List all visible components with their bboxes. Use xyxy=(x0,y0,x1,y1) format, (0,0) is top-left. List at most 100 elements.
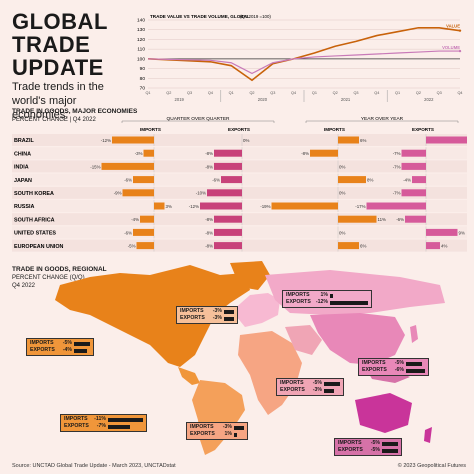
exports-row: EXPORTS -5% xyxy=(338,447,398,454)
bar-value-label: -6% xyxy=(396,217,404,222)
exports-row: EXPORTS 1% xyxy=(190,431,244,438)
exports-bar xyxy=(406,368,426,373)
exports-bar xyxy=(74,348,87,353)
imports-label: IMPORTS xyxy=(180,308,204,314)
exports-value: -12% xyxy=(315,299,328,305)
exports-label: EXPORTS xyxy=(286,299,311,305)
imports-row: IMPORTS -5% xyxy=(362,360,425,367)
region-box-north-america: IMPORTS -5% EXPORTS -4% xyxy=(26,338,94,356)
imports-bar xyxy=(382,441,398,446)
bar xyxy=(101,162,154,170)
column-label: EXPORTS xyxy=(228,127,250,132)
y-tick-label: 80 xyxy=(140,76,146,82)
section-subtitle: PERCENT CHANGE (Q/Q) xyxy=(12,275,85,281)
bar-value-label: -8% xyxy=(205,217,213,222)
x-tick-label: Q4 xyxy=(457,91,462,95)
exports-label: EXPORTS xyxy=(30,347,55,353)
x-tick-label: Q1 xyxy=(312,91,317,95)
category-label: BRAZIL xyxy=(14,138,34,144)
section-title: TRADE IN GOODS, MAJOR ECONOMIES xyxy=(12,108,138,115)
region-box-africa: IMPORTS -3% EXPORTS 1% xyxy=(186,422,248,440)
imports-value: -5% xyxy=(370,440,380,446)
category-label: CHINA xyxy=(14,151,31,157)
imports-value: -3% xyxy=(212,308,222,314)
bar xyxy=(154,202,165,210)
exports-value: 1% xyxy=(224,431,233,437)
year-label: 2020 xyxy=(258,97,268,102)
bar-value-label: 0% xyxy=(339,191,345,196)
x-tick-label: Q4 xyxy=(291,91,296,95)
bar-value-label: 6% xyxy=(360,244,366,249)
imports-bar xyxy=(324,381,340,386)
title-line: UPDATE xyxy=(12,55,104,80)
bar-value-label: -6% xyxy=(124,178,132,183)
line-chart-subtitle: (Q1 2019 =100) xyxy=(240,14,271,19)
major-economies-bar-chart: QUARTER OVER QUARTER YEAR OVER YEAR IMPORT… xyxy=(12,116,467,252)
column-label: EXPORTS xyxy=(412,127,434,132)
region-box-oceania: IMPORTS -5% EXPORTS -5% xyxy=(334,438,402,456)
y-tick-label: 110 xyxy=(137,47,145,53)
exports-label: EXPORTS xyxy=(190,431,215,437)
bar-value-label: -8% xyxy=(301,151,309,156)
bar xyxy=(405,215,426,223)
section-subtitle: PERCENT CHANGE | Q4 2022 xyxy=(12,117,96,123)
bar xyxy=(412,176,426,184)
exports-label: EXPORTS xyxy=(338,447,363,453)
bar-value-label: -7% xyxy=(393,191,401,196)
exports-value: -3% xyxy=(312,387,322,393)
regional-heading: TRADE IN GOODS, REGIONAL PERCENT CHANGE … xyxy=(12,266,107,290)
section-subtitle: Q4 2022 xyxy=(12,283,36,289)
bar xyxy=(214,162,242,170)
exports-label: EXPORTS xyxy=(280,387,305,393)
bar xyxy=(426,242,440,250)
bar-value-label: 8% xyxy=(367,178,373,183)
imports-bar xyxy=(330,293,334,298)
imports-row: IMPORTS -5% xyxy=(280,380,340,387)
region-box-east-asia: IMPORTS -5% EXPORTS -6% xyxy=(358,358,430,376)
x-tick-label: Q1 xyxy=(229,91,234,95)
year-label: 2022 xyxy=(424,97,434,102)
y-tick-label: 100 xyxy=(137,56,145,62)
imports-row: IMPORTS -5% xyxy=(338,440,398,447)
bar-value-label: -12% xyxy=(101,138,111,143)
imports-bar xyxy=(74,341,90,346)
bar-value-label: 4% xyxy=(441,244,447,249)
europe-shape xyxy=(232,293,280,327)
bar-value-label: -19% xyxy=(260,204,270,209)
bar-value-label: -8% xyxy=(205,244,213,249)
year-label: 2019 xyxy=(175,97,185,102)
exports-row: EXPORTS -7% xyxy=(64,423,143,430)
imports-bar xyxy=(406,361,422,366)
exports-bar xyxy=(324,388,334,393)
panel-label: QUARTER OVER QUARTER xyxy=(167,116,231,122)
region-box-cis: IMPORTS 1% EXPORTS -12% xyxy=(282,290,373,308)
y-tick-label: 70 xyxy=(140,86,146,92)
bar-value-label: -6% xyxy=(124,230,132,235)
y-tick-label: 130 xyxy=(137,27,145,33)
bar-value-label: -4% xyxy=(403,178,411,183)
middle-east-shape xyxy=(285,325,322,355)
x-tick-label: Q3 xyxy=(437,91,442,95)
table-row xyxy=(12,134,467,146)
north-america-shape xyxy=(55,265,250,367)
major-economies-heading: TRADE IN GOODS, MAJOR ECONOMIES PERCENT … xyxy=(12,108,137,124)
exports-bar xyxy=(234,432,238,437)
bar xyxy=(214,242,242,250)
bar-value-label: -12% xyxy=(189,204,199,209)
bar-value-label: -9% xyxy=(114,191,122,196)
bar-value-label: -5% xyxy=(128,244,136,249)
y-tick-label: 140 xyxy=(137,18,145,24)
bar xyxy=(338,215,377,223)
bar-value-label: -8% xyxy=(205,164,213,169)
category-label: INDIA xyxy=(14,165,29,171)
x-tick-label: Q4 xyxy=(208,91,213,95)
bar xyxy=(338,242,359,250)
x-tick-label: Q2 xyxy=(416,91,421,95)
bar-value-label: -8% xyxy=(205,230,213,235)
exports-bar xyxy=(330,300,369,305)
page-title: GLOBAL TRADE UPDATE xyxy=(12,10,108,79)
panel-label: YEAR OVER YEAR xyxy=(361,116,404,122)
imports-value: -3% xyxy=(222,424,232,430)
bar-value-label: 6% xyxy=(360,138,366,143)
bar-value-label: -10% xyxy=(196,191,206,196)
